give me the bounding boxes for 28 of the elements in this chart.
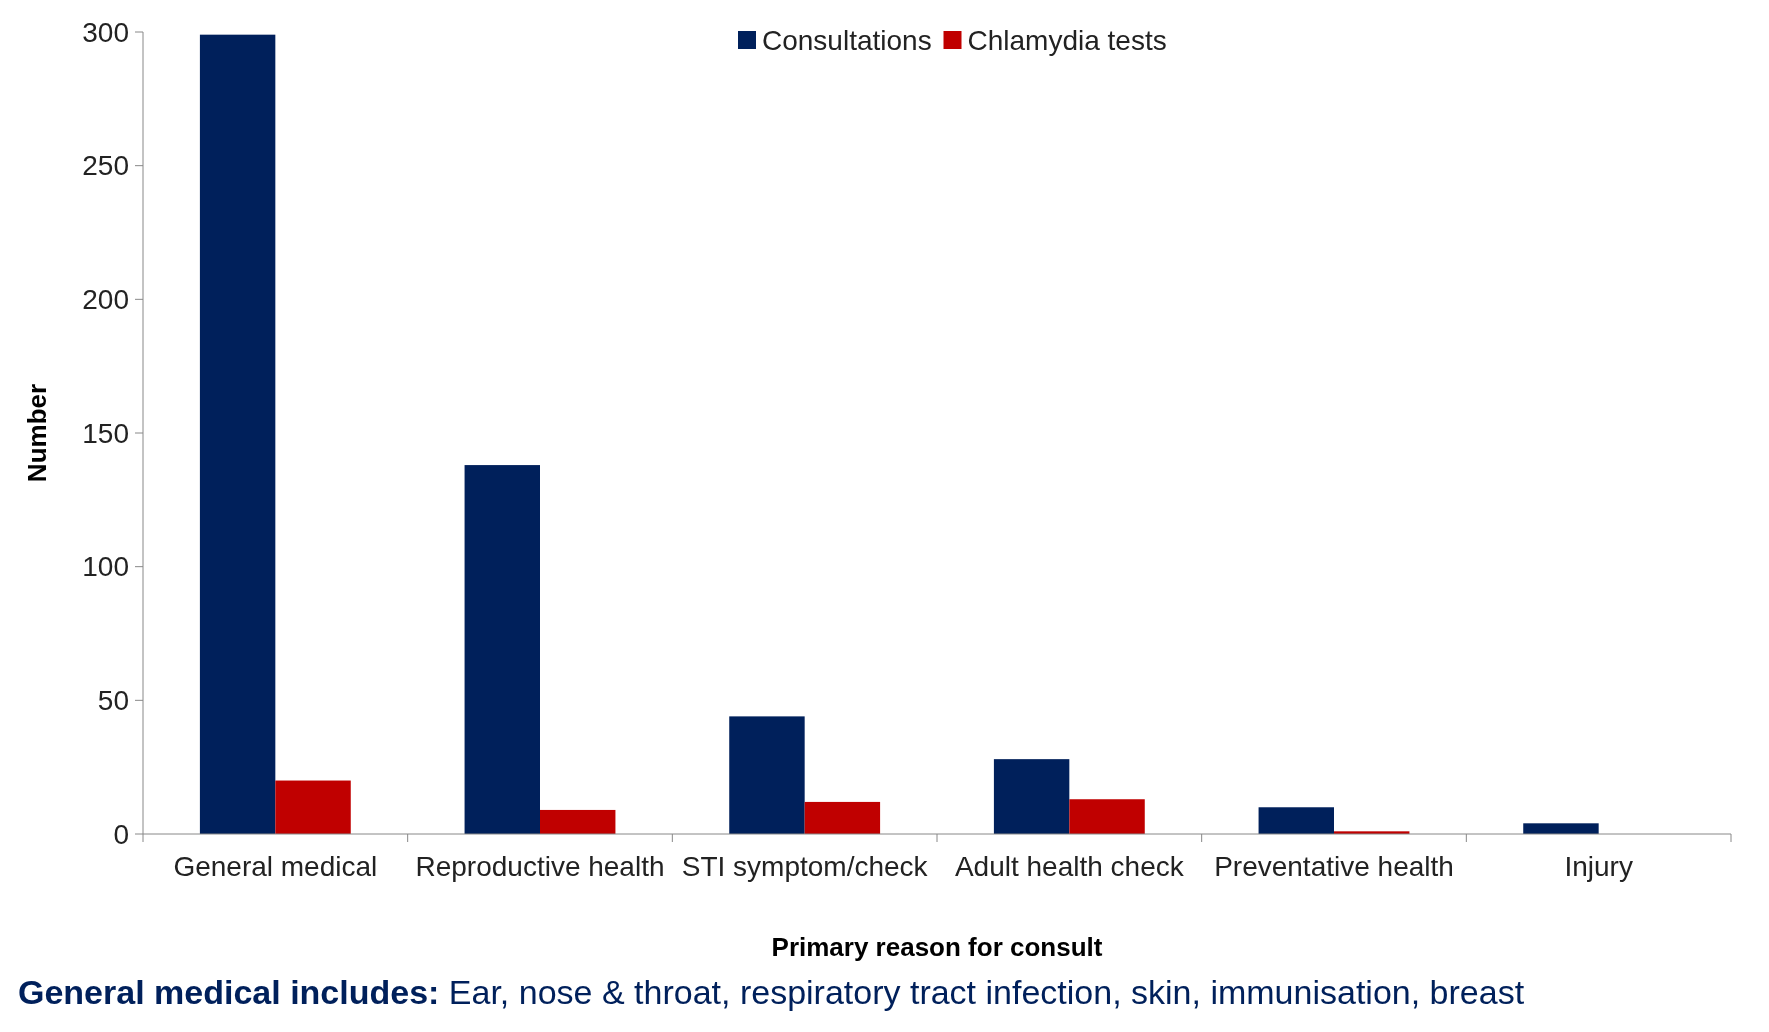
bar bbox=[1523, 823, 1599, 834]
bar bbox=[993, 759, 1070, 834]
x-tick-label: Reproductive health bbox=[415, 851, 665, 882]
y-tick-label: 50 bbox=[97, 685, 129, 717]
y-tick-label: 0 bbox=[113, 818, 129, 850]
text: General medical includes: Ear, nose & throat, respiratory tract infection, skin, immunisation, breast bbox=[18, 973, 1525, 1011]
x-tick-label: General medical bbox=[173, 851, 378, 882]
y-tick-label: 250 bbox=[82, 150, 129, 182]
y-tick-label: 200 bbox=[82, 284, 129, 316]
bar bbox=[199, 34, 276, 834]
y-axis-title: Number bbox=[22, 383, 52, 483]
bar bbox=[275, 780, 351, 834]
y-tick-label: 100 bbox=[82, 551, 129, 583]
bar bbox=[804, 801, 881, 834]
x-tick-label: Preventative health bbox=[1214, 851, 1454, 882]
x-tick-label: Adult health check bbox=[954, 851, 1185, 882]
legend-label: Chlamydia tests bbox=[967, 24, 1167, 56]
bar bbox=[729, 716, 805, 834]
bar bbox=[464, 465, 540, 834]
x-axis-title: Primary reason for consult bbox=[771, 932, 1103, 962]
x-tick-label: Injury bbox=[1564, 851, 1633, 882]
bar bbox=[540, 809, 616, 834]
y-tick-label: 150 bbox=[82, 417, 129, 449]
legend-label: Consultations bbox=[762, 24, 932, 56]
x-tick-label: STI symptom/check bbox=[681, 851, 929, 882]
y-tick-label: 300 bbox=[82, 16, 129, 48]
bar bbox=[1069, 799, 1145, 834]
bar bbox=[1258, 807, 1334, 834]
